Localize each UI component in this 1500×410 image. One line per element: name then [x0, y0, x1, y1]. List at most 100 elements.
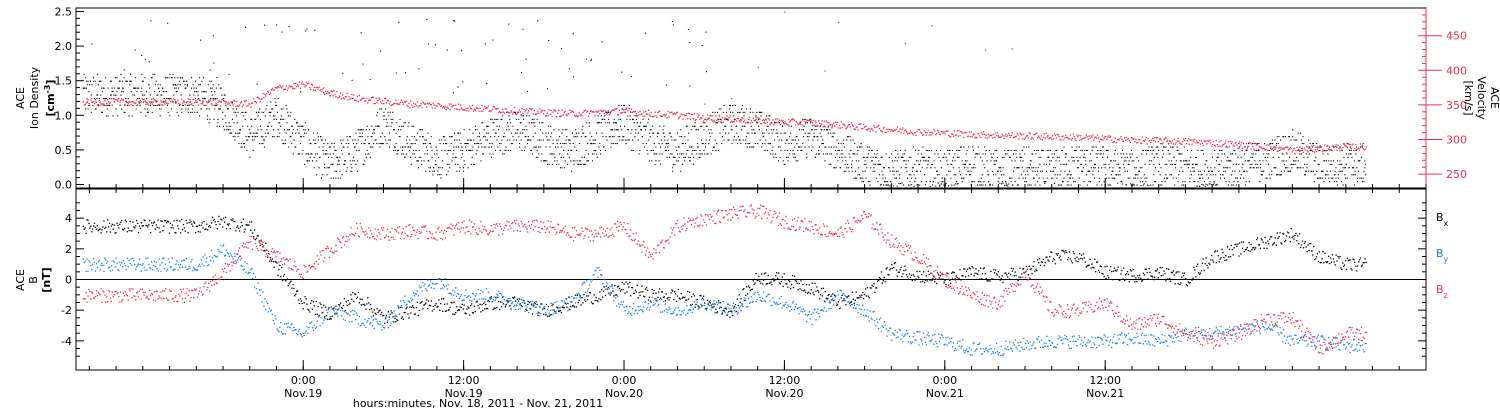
density-point: [697, 143, 699, 145]
density-point: [195, 98, 197, 100]
density-point: [1146, 149, 1148, 151]
velocity-point: [592, 111, 594, 113]
velocity-point: [910, 131, 912, 134]
density-point: [271, 125, 273, 127]
density-point: [324, 153, 326, 155]
density-point: [446, 153, 448, 155]
velocity-point: [103, 103, 105, 105]
density-point: [496, 125, 498, 127]
density-point: [719, 118, 721, 120]
velocity-point: [210, 103, 213, 105]
density-point: [210, 98, 212, 100]
density-point: [373, 143, 375, 145]
density-point: [113, 94, 115, 96]
density-point: [297, 125, 299, 127]
density-point: [1055, 160, 1057, 162]
density-point: [560, 156, 562, 158]
density-point: [1248, 181, 1250, 183]
density-point: [1234, 170, 1236, 172]
density-point: [980, 156, 982, 158]
density-point: [156, 104, 158, 106]
density-point: [1212, 184, 1214, 186]
density-point: [274, 98, 276, 100]
density-point: [805, 118, 807, 120]
density-point: [211, 87, 213, 89]
density-point: [99, 101, 101, 103]
bx-point: [221, 219, 223, 221]
velocity-point: [176, 101, 178, 103]
velocity-point: [449, 109, 451, 111]
density-point: [548, 39, 550, 41]
density-point: [1214, 167, 1216, 169]
bottom-left-axis-label: ACE B [nT]: [14, 267, 53, 292]
density-point: [1053, 153, 1055, 155]
velocity-point: [282, 85, 284, 87]
density-point: [249, 132, 251, 134]
density-point: [1356, 167, 1358, 169]
velocity-point: [246, 105, 248, 107]
density-point: [294, 146, 296, 148]
density-point: [897, 153, 899, 155]
velocity-point: [892, 130, 894, 132]
density-point: [272, 108, 274, 110]
density-point: [1142, 184, 1144, 186]
density-point: [1349, 167, 1351, 169]
velocity-point: [417, 106, 419, 108]
density-point: [253, 136, 255, 138]
velocity-point: [558, 115, 561, 118]
density-point: [1292, 160, 1294, 162]
density-point: [856, 146, 858, 148]
density-point: [1102, 153, 1104, 155]
density-point: [870, 167, 872, 169]
density-point: [1132, 183, 1134, 185]
density-point: [431, 156, 433, 158]
density-point: [1196, 185, 1198, 187]
density-point: [652, 132, 654, 134]
density-point: [1013, 167, 1015, 169]
density-point: [1199, 177, 1201, 179]
velocity-point: [679, 115, 681, 117]
density-point: [849, 136, 851, 138]
density-point: [988, 181, 990, 183]
density-point: [188, 101, 190, 103]
density-point: [1296, 139, 1298, 141]
velocity-point: [1038, 137, 1041, 139]
velocity-point: [1122, 140, 1124, 142]
density-point: [1334, 174, 1336, 176]
density-point: [401, 125, 403, 127]
density-point: [344, 163, 346, 165]
density-point: [397, 129, 399, 131]
density-point: [1138, 160, 1140, 162]
density-point: [840, 153, 842, 155]
density-point: [691, 153, 693, 155]
density-point: [996, 170, 998, 172]
density-point: [966, 160, 968, 162]
velocity-point: [1080, 135, 1082, 137]
velocity-point: [392, 104, 394, 106]
velocity-point: [116, 99, 118, 101]
velocity-point: [1340, 147, 1342, 149]
legend-entry-z: Bz: [1436, 283, 1448, 300]
density-point: [527, 143, 529, 145]
density-point: [859, 146, 861, 148]
density-point: [832, 132, 834, 134]
bx-point: [278, 268, 280, 271]
density-point: [973, 163, 975, 165]
density-point: [1138, 170, 1140, 172]
density-point: [522, 129, 524, 131]
velocity-point: [1361, 144, 1363, 146]
velocity-point: [902, 127, 904, 129]
velocity-point: [1194, 138, 1196, 140]
density-point: [1342, 184, 1344, 186]
density-point: [300, 125, 302, 127]
density-point: [455, 156, 457, 158]
density-point: [400, 129, 402, 131]
density-point: [682, 143, 684, 145]
density-point: [538, 146, 540, 148]
velocity-point: [253, 98, 255, 100]
density-point: [1307, 156, 1309, 158]
velocity-point: [920, 131, 922, 134]
velocity-point: [1271, 148, 1273, 151]
density-point: [939, 185, 941, 187]
density-point: [786, 139, 788, 141]
